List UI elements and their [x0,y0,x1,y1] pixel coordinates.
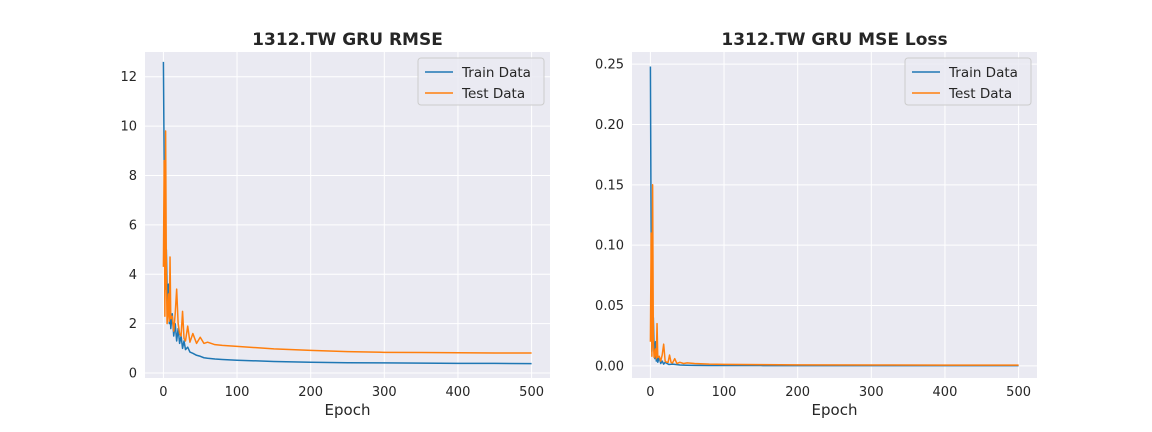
legend: Train Data Test Data [417,57,545,106]
legend-label: Train Data [461,65,531,81]
legend: Train Data Test Data [904,57,1032,106]
y-tick-label: 0.25 [595,58,624,73]
x-tick-label: 200 [785,385,810,400]
legend-label: Test Data [461,86,525,102]
x-tick-label: 500 [1006,385,1031,400]
legend-label: Test Data [948,86,1012,102]
x-tick-label: 100 [225,385,250,400]
x-tick-label: 300 [372,385,397,400]
x-tick-label: 300 [859,385,884,400]
x-tick-label: 400 [933,385,958,400]
series-line-test-data [162,130,532,354]
y-tick-label: 10 [120,120,137,135]
x-axis-label: Epoch [812,401,858,419]
y-tick-label: 6 [129,218,137,233]
x-tick-label: 500 [519,385,544,400]
legend-label: Train Data [948,65,1018,81]
x-tick-label: 400 [446,385,471,400]
chart-title: 1312.TW GRU RMSE [252,30,443,50]
chart-1: 0 100 200 300 400 500 0 2 4 6 8 10 12 1312.TW GRU RMS… [120,30,550,419]
y-tick-label: 0.00 [595,359,624,374]
y-tick-label: 12 [120,70,137,85]
y-tick-label: 0 [129,367,137,382]
y-tick-label: 0.10 [595,239,624,254]
x-tick-label: 0 [646,385,654,400]
y-tick-label: 8 [129,169,137,184]
series-line-test-data [649,184,1019,366]
chart-title: 1312.TW GRU MSE Loss [721,30,947,50]
y-tick-label: 0.15 [595,178,624,193]
chart-2: 0 100 200 300 400 500 0.00 0.05 0.10 0.15 0.20 0.25… [595,30,1037,419]
y-tick-label: 0.05 [595,299,624,314]
x-axis-label: Epoch [325,401,371,419]
x-tick-label: 100 [712,385,737,400]
x-tick-label: 200 [298,385,323,400]
y-tick-label: 0.20 [595,118,624,133]
x-tick-label: 0 [159,385,167,400]
y-tick-label: 2 [129,317,137,332]
plot-area [632,52,1037,378]
y-tick-label: 4 [129,268,137,283]
